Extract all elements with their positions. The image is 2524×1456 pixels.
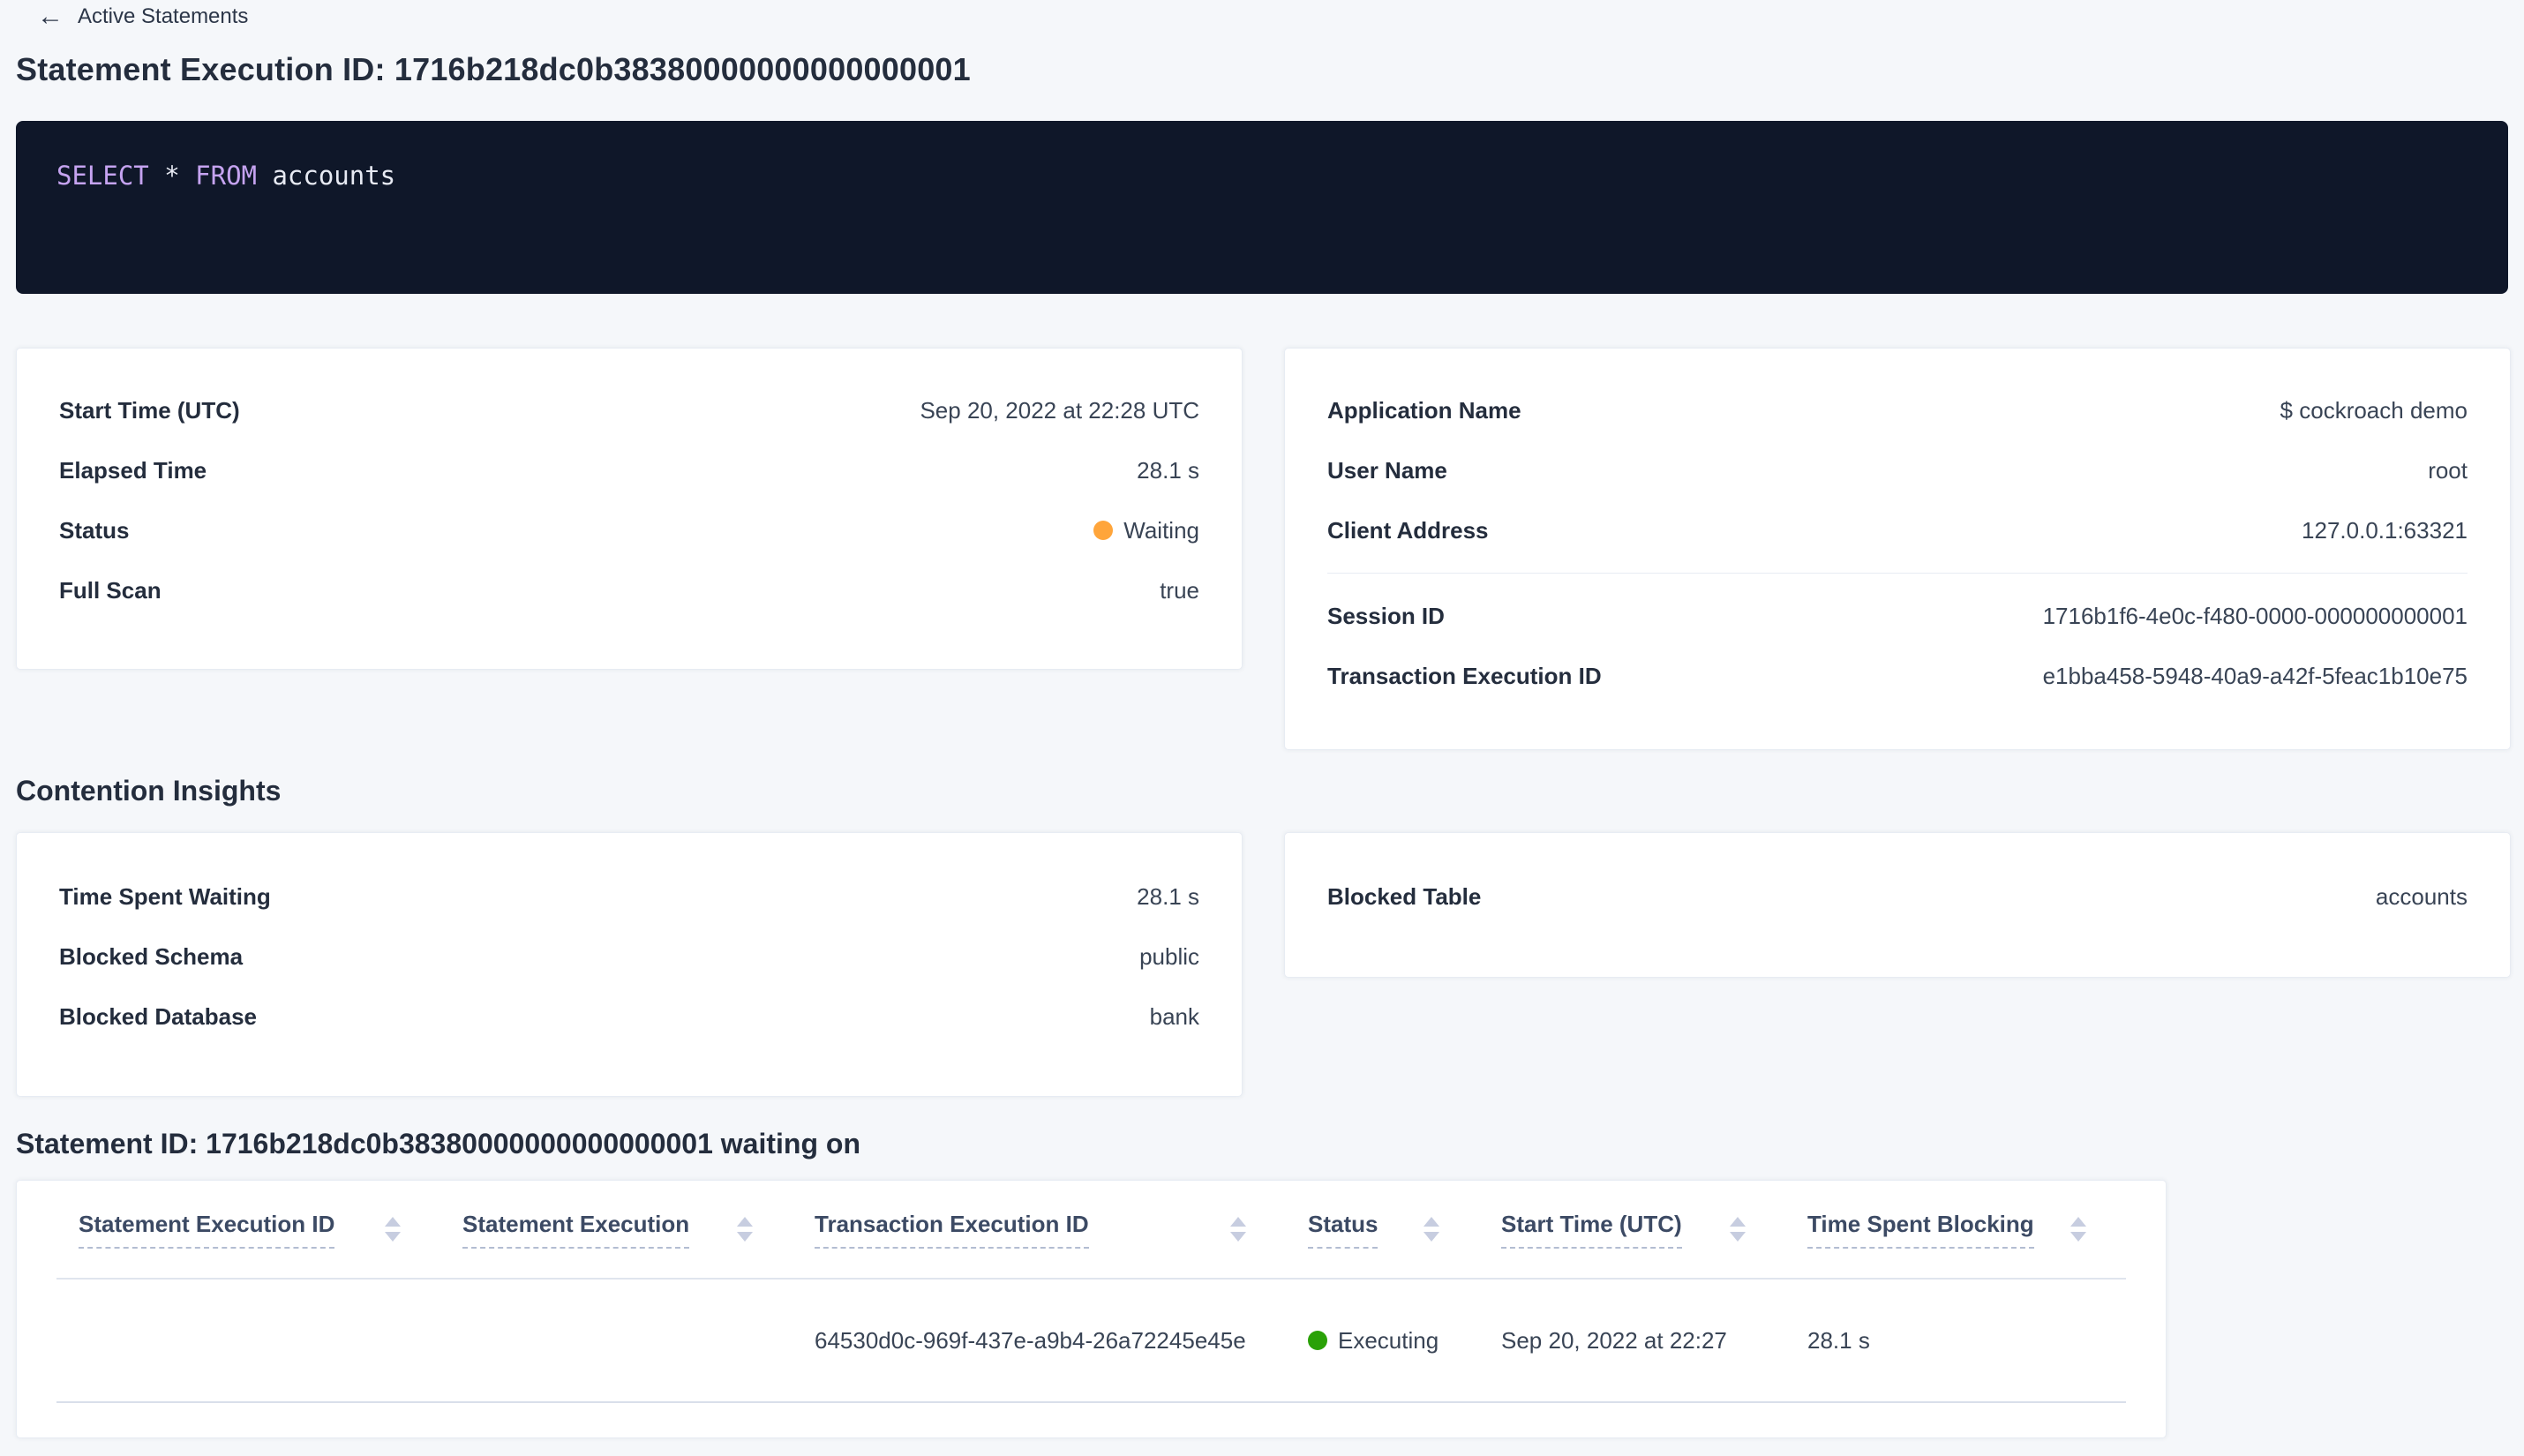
sort-icon[interactable] — [385, 1217, 401, 1242]
status-executing-dot-icon — [1308, 1330, 1327, 1350]
summary-row: Transaction Execution ID e1bba458-5948-4… — [1327, 646, 2468, 706]
row-label: Blocked Schema — [59, 942, 244, 970]
row-label: Session ID — [1327, 602, 1445, 629]
row-label: Time Spent Waiting — [59, 882, 271, 910]
cell-transaction-execution-id: 64530d0c-969f-437e-a9b4-26a72245e45e — [815, 1326, 1246, 1354]
row-label: User Name — [1327, 456, 1447, 484]
column-header-transaction-execution-id[interactable]: Transaction Execution ID — [793, 1211, 1286, 1249]
column-header-statement-execution-id[interactable]: Statement Execution ID — [56, 1211, 440, 1249]
row-value: 28.1 s — [1137, 882, 1199, 910]
sql-table-name: accounts — [257, 161, 396, 191]
summary-row: Full Scan true — [59, 560, 1199, 620]
column-header-time-spent-blocking[interactable]: Time Spent Blocking — [1785, 1211, 2126, 1249]
column-header-label[interactable]: Statement Execution ID — [79, 1211, 335, 1249]
row-label: Blocked Table — [1327, 882, 1482, 910]
summary-row: Time Spent Waiting 28.1 s — [59, 867, 1199, 927]
row-label: Status — [59, 516, 130, 544]
sql-keyword: FROM — [195, 161, 257, 191]
breadcrumb-label: Active Statements — [78, 4, 249, 28]
column-header-statement-execution[interactable]: Statement Execution — [440, 1211, 793, 1249]
column-header-label[interactable]: Time Spent Blocking — [1807, 1211, 2034, 1249]
execution-summary-card: Start Time (UTC) Sep 20, 2022 at 22:28 U… — [16, 348, 1243, 670]
summary-row: Session ID 1716b1f6-4e0c-f480-0000-00000… — [1327, 586, 2468, 646]
sort-icon[interactable] — [2070, 1217, 2086, 1242]
summary-row: Start Time (UTC) Sep 20, 2022 at 22:28 U… — [59, 380, 1199, 440]
summary-row: User Name root — [1327, 440, 2468, 500]
row-label: Full Scan — [59, 576, 162, 604]
waiting-on-table-card: Statement Execution ID Statement Executi… — [16, 1180, 2167, 1438]
row-label: Transaction Execution ID — [1327, 662, 1602, 689]
status-text: Waiting — [1123, 516, 1199, 544]
cell-status: Executing — [1286, 1327, 1479, 1355]
row-value: root — [2428, 456, 2468, 484]
row-value: Sep 20, 2022 at 22:28 UTC — [920, 396, 1199, 424]
contention-insights-heading: Contention Insights — [16, 775, 282, 807]
status-text: Executing — [1338, 1326, 1439, 1354]
transaction-execution-id-link[interactable]: e1bba458-5948-40a9-a42f-5feac1b10e75 — [2042, 662, 2468, 689]
column-header-status[interactable]: Status — [1286, 1211, 1479, 1249]
table-header-row: Statement Execution ID Statement Executi… — [56, 1181, 2126, 1280]
cell-start-time: Sep 20, 2022 at 22:27 — [1501, 1326, 1727, 1354]
cell-time-spent-blocking: 28.1 s — [1807, 1326, 1870, 1354]
page-title: Statement Execution ID: 1716b218dc0b3838… — [16, 51, 971, 87]
summary-row: Client Address 127.0.0.1:63321 — [1327, 500, 2468, 560]
row-value: 28.1 s — [1137, 456, 1199, 484]
waiting-on-heading: Statement ID: 1716b218dc0b38380000000000… — [16, 1128, 860, 1160]
contention-right-card: Blocked Table accounts — [1284, 832, 2511, 978]
row-label: Blocked Database — [59, 1002, 257, 1030]
summary-row: Blocked Database bank — [59, 987, 1199, 1047]
column-header-label[interactable]: Start Time (UTC) — [1501, 1211, 1682, 1249]
column-header-label[interactable]: Statement Execution — [462, 1211, 690, 1249]
sql-text: * — [148, 161, 196, 191]
summary-row: Status Waiting — [59, 500, 1199, 560]
session-summary-card: Application Name $ cockroach demo User N… — [1284, 348, 2511, 750]
row-value: public — [1139, 942, 1199, 970]
row-value: accounts — [2375, 882, 2468, 910]
row-value: 127.0.0.1:63321 — [2302, 516, 2468, 544]
sort-icon[interactable] — [1424, 1217, 1439, 1242]
sort-icon[interactable] — [1230, 1217, 1246, 1242]
sort-icon[interactable] — [1730, 1217, 1746, 1242]
contention-left-card: Time Spent Waiting 28.1 s Blocked Schema… — [16, 832, 1243, 1097]
column-header-label[interactable]: Status — [1308, 1211, 1378, 1249]
sql-keyword: SELECT — [56, 161, 149, 191]
summary-row: Elapsed Time 28.1 s — [59, 440, 1199, 500]
column-header-start-time[interactable]: Start Time (UTC) — [1479, 1211, 1785, 1249]
summary-row: Blocked Schema public — [59, 927, 1199, 987]
breadcrumb-back-link[interactable]: ← Active Statements — [37, 4, 248, 30]
summary-row: Blocked Table accounts — [1327, 867, 2468, 927]
session-id-link[interactable]: 1716b1f6-4e0c-f480-0000-000000000001 — [2042, 602, 2468, 629]
back-arrow-icon: ← — [37, 2, 64, 31]
sql-statement-box: SELECT * FROM accounts — [16, 121, 2508, 294]
row-value: $ cockroach demo — [2280, 396, 2468, 424]
row-value: bank — [1149, 1002, 1199, 1030]
summary-row: Application Name $ cockroach demo — [1327, 380, 2468, 440]
row-label: Application Name — [1327, 396, 1521, 424]
card-divider — [1327, 573, 2468, 574]
status-value: Waiting — [1093, 517, 1199, 544]
column-header-label[interactable]: Transaction Execution ID — [815, 1211, 1089, 1249]
row-value: true — [1160, 576, 1199, 604]
status-waiting-dot-icon — [1093, 520, 1114, 540]
row-label: Elapsed Time — [59, 456, 207, 484]
row-label: Client Address — [1327, 516, 1489, 544]
row-label: Start Time (UTC) — [59, 396, 240, 424]
sort-icon[interactable] — [737, 1217, 753, 1242]
table-row: 64530d0c-969f-437e-a9b4-26a72245e45e Exe… — [56, 1280, 2126, 1403]
